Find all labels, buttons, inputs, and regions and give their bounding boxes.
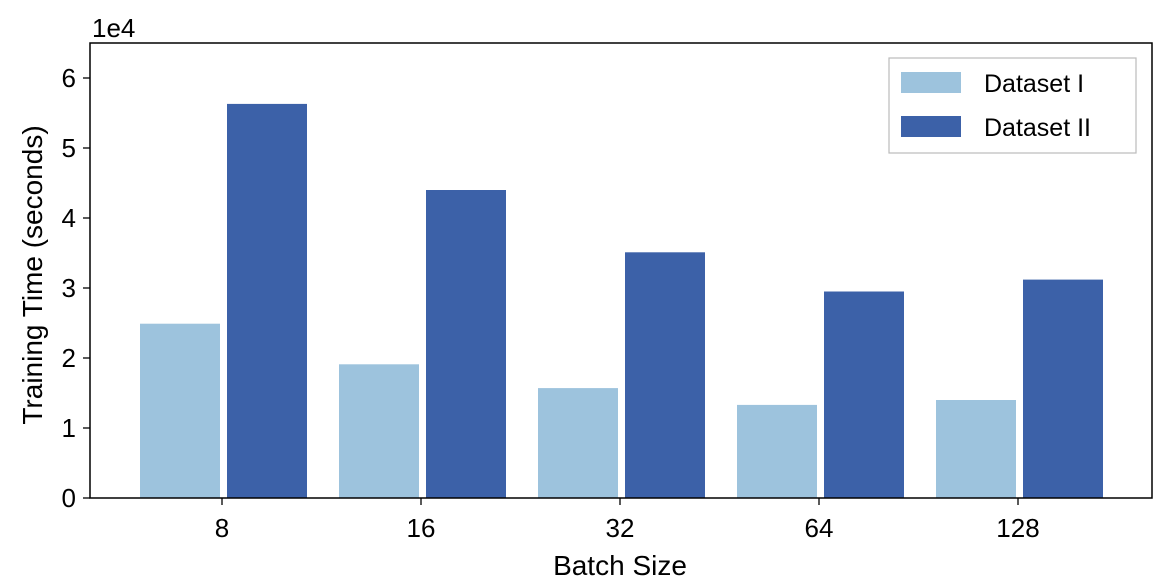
bar-dataset-ii-16 — [426, 190, 506, 498]
bar-dataset-ii-128 — [1023, 279, 1103, 498]
y-tick-label: 0 — [62, 483, 76, 513]
legend-swatch-dataset-ii — [901, 116, 961, 137]
bar-dataset-i-128 — [936, 400, 1016, 498]
bars-layer — [140, 103, 1103, 499]
x-axis: 8 16 32 64 128 — [215, 498, 1040, 543]
legend-swatch-dataset-i — [901, 72, 961, 93]
bar-dataset-ii-64 — [824, 291, 904, 498]
y-tick-label: 1 — [62, 413, 76, 443]
bar-dataset-i-64 — [737, 404, 817, 498]
y-tick-label: 6 — [62, 63, 76, 93]
x-tick-label: 64 — [805, 513, 834, 543]
bar-dataset-i-16 — [339, 364, 419, 498]
y-tick-label: 5 — [62, 133, 76, 163]
x-axis-label: Batch Size — [553, 550, 687, 580]
x-tick-label: 16 — [407, 513, 436, 543]
x-tick-label: 32 — [606, 513, 635, 543]
bar-dataset-ii-32 — [625, 252, 705, 498]
bar-dataset-i-32 — [538, 388, 618, 498]
bar-dataset-ii-8 — [227, 103, 307, 499]
y-axis: 0 1 2 3 4 5 6 — [62, 63, 90, 513]
y-tick-label: 2 — [62, 343, 76, 373]
legend-label-dataset-i: Dataset I — [984, 70, 1084, 98]
bar-dataset-i-8 — [140, 323, 220, 498]
plot-frame — [89, 42, 1153, 499]
legend-label-dataset-ii: Dataset II — [984, 114, 1091, 142]
y-tick-label: 3 — [62, 273, 76, 303]
y-multiplier-label: 1e4 — [92, 13, 135, 43]
y-axis-label: Training Time (seconds) — [17, 125, 48, 424]
x-tick-label: 8 — [215, 513, 229, 543]
legend: Dataset I Dataset II — [888, 57, 1137, 154]
y-tick-label: 4 — [62, 203, 76, 233]
x-tick-label: 128 — [996, 513, 1039, 543]
